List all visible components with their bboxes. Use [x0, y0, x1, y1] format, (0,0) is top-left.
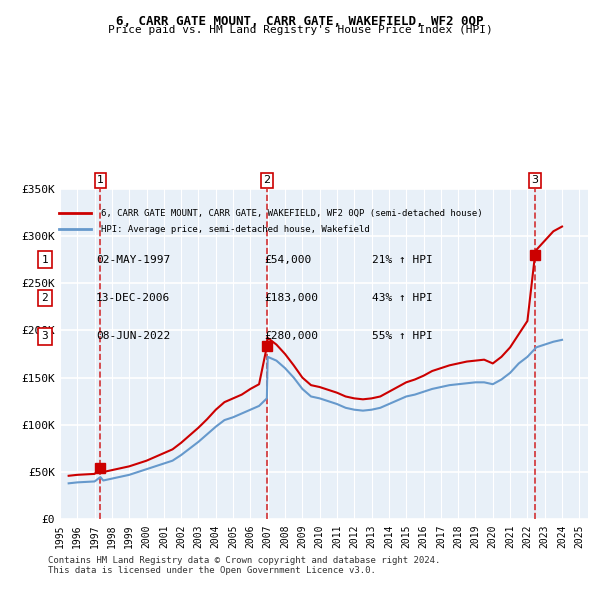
Text: Contains HM Land Registry data © Crown copyright and database right 2024.
This d: Contains HM Land Registry data © Crown c… — [48, 556, 440, 575]
Text: £183,000: £183,000 — [264, 293, 318, 303]
Text: £280,000: £280,000 — [264, 332, 318, 341]
Text: 43% ↑ HPI: 43% ↑ HPI — [372, 293, 433, 303]
Text: 2: 2 — [263, 175, 271, 185]
Text: 1: 1 — [41, 255, 49, 264]
Text: 3: 3 — [41, 332, 49, 341]
Text: 02-MAY-1997: 02-MAY-1997 — [96, 255, 170, 264]
Text: 6, CARR GATE MOUNT, CARR GATE, WAKEFIELD, WF2 0QP (semi-detached house): 6, CARR GATE MOUNT, CARR GATE, WAKEFIELD… — [101, 209, 483, 218]
Text: 08-JUN-2022: 08-JUN-2022 — [96, 332, 170, 341]
Text: 1: 1 — [97, 175, 104, 185]
Text: HPI: Average price, semi-detached house, Wakefield: HPI: Average price, semi-detached house,… — [101, 225, 370, 234]
Text: 3: 3 — [532, 175, 539, 185]
Text: Price paid vs. HM Land Registry's House Price Index (HPI): Price paid vs. HM Land Registry's House … — [107, 25, 493, 35]
Text: 2: 2 — [41, 293, 49, 303]
Text: 13-DEC-2006: 13-DEC-2006 — [96, 293, 170, 303]
Text: 6, CARR GATE MOUNT, CARR GATE, WAKEFIELD, WF2 0QP: 6, CARR GATE MOUNT, CARR GATE, WAKEFIELD… — [116, 15, 484, 28]
Text: £54,000: £54,000 — [264, 255, 311, 264]
Text: 55% ↑ HPI: 55% ↑ HPI — [372, 332, 433, 341]
Text: 21% ↑ HPI: 21% ↑ HPI — [372, 255, 433, 264]
